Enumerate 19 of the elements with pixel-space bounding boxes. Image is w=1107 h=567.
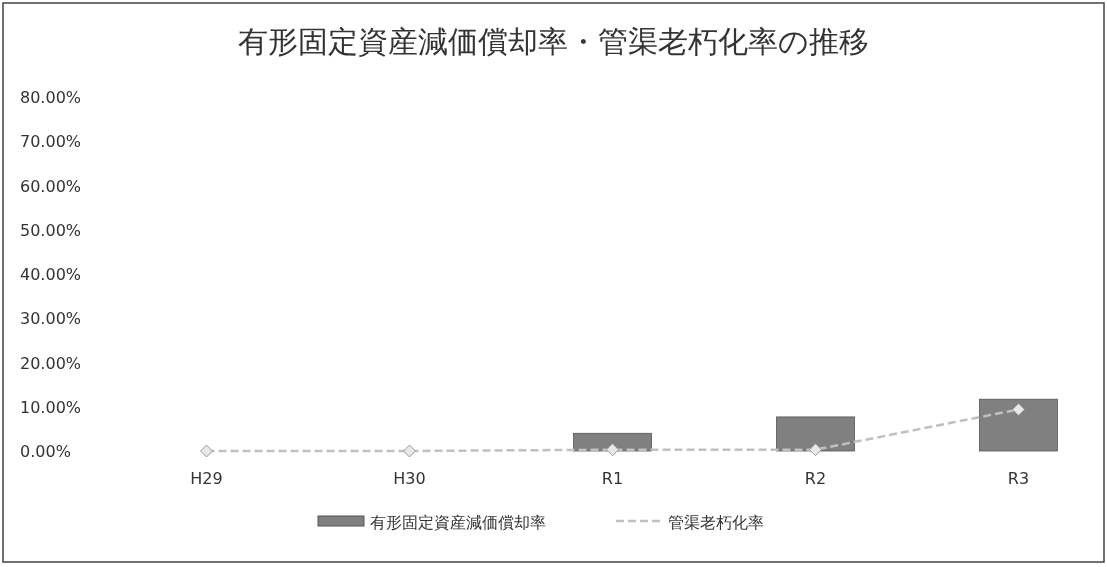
y-tick-label: 30.00% — [20, 309, 82, 329]
x-tick-label: R3 — [1007, 469, 1030, 488]
chart-title: 有形固定資産減価償却率・管渠老朽化率の推移 — [238, 24, 869, 59]
y-tick-label: 80.00% — [20, 88, 82, 107]
x-tick-label: H29 — [190, 469, 223, 488]
y-tick-label: 40.00% — [20, 265, 82, 284]
bar — [776, 416, 855, 452]
x-tick-label: R2 — [804, 469, 827, 488]
bar — [979, 398, 1058, 452]
y-tick-label: 20.00% — [20, 353, 82, 373]
legend-label: 有形固定資産減価償却率 — [370, 513, 546, 532]
y-tick-label: 60.00% — [20, 176, 82, 196]
y-tick-label: 70.00% — [20, 132, 82, 152]
y-tick-label: 50.00% — [20, 220, 82, 240]
y-tick-label: 10.00% — [20, 397, 82, 417]
x-tick-label: H30 — [393, 469, 426, 488]
y-tick-label: 0.00% — [20, 442, 71, 461]
x-tick-label: R1 — [601, 469, 624, 488]
legend-label: 管渠老朽化率 — [668, 513, 764, 532]
